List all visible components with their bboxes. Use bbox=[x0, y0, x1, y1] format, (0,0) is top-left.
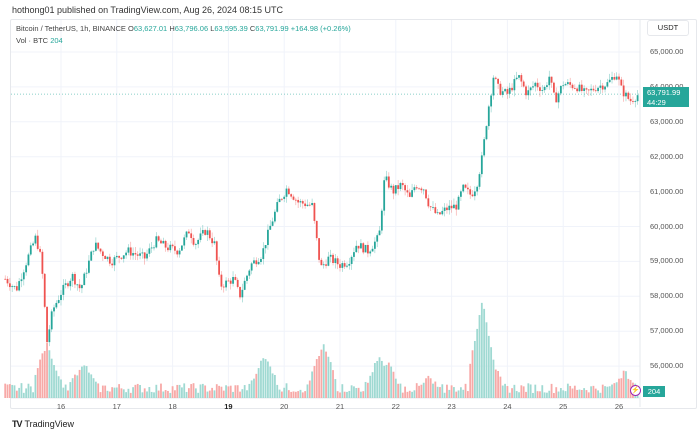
low-value: 63,595.39 bbox=[214, 24, 248, 33]
date-tick: 22 bbox=[391, 402, 400, 411]
price-tick: 58,000.00 bbox=[650, 291, 684, 301]
date-tick: 19 bbox=[224, 402, 233, 411]
legend-ohlc-row: Bitcoin / TetherUS, 1h, BINANCE O63,627.… bbox=[16, 23, 351, 35]
legend-volume-row: Vol · BTC 204 bbox=[16, 35, 351, 47]
price-tick: 65,000.00 bbox=[650, 47, 684, 56]
date-tick: 24 bbox=[503, 402, 512, 411]
price-tick: 60,000.00 bbox=[650, 221, 684, 231]
close-label: C bbox=[249, 24, 256, 33]
date-tick: 16 bbox=[56, 402, 66, 411]
open-value: 63,627.01 bbox=[133, 24, 168, 33]
volume-value: 204 bbox=[50, 36, 63, 45]
date-tick: 21 bbox=[335, 402, 345, 411]
date-tick: 20 bbox=[280, 402, 289, 411]
tradingview-brand[interactable]: TV TradingView bbox=[12, 419, 74, 429]
price-tick: 61,000.00 bbox=[650, 186, 684, 196]
volume-tag: 204 bbox=[643, 386, 665, 397]
price-tick: 56,000.00 bbox=[650, 361, 684, 371]
change-value: +164.98 (+0.26%) bbox=[290, 24, 351, 33]
lightning-icon[interactable]: ⚡ bbox=[630, 385, 641, 396]
currency-button[interactable]: USDT bbox=[647, 20, 689, 36]
tradingview-logo-icon: TV bbox=[12, 419, 22, 429]
date-tick: 18 bbox=[168, 402, 177, 411]
bar-countdown: 44:29 bbox=[647, 97, 666, 107]
price-tick: 57,000.00 bbox=[650, 326, 684, 336]
price-tick: 64,000.00 bbox=[650, 82, 683, 91]
date-tick: 23 bbox=[447, 402, 456, 411]
open-label: O bbox=[128, 24, 134, 33]
last-price-value: 63,791.99 bbox=[647, 88, 681, 97]
price-tick: 63,000.00 bbox=[650, 116, 684, 126]
symbol-label[interactable]: Bitcoin / TetherUS, 1h, BINANCE bbox=[16, 24, 126, 33]
chart-frame bbox=[10, 19, 697, 409]
publisher-line: hothong01 published on TradingView.com, … bbox=[12, 5, 284, 15]
high-label: H bbox=[169, 24, 175, 33]
last-price-tag: 63,791.99 44:29 bbox=[643, 87, 689, 107]
brand-name: TradingView bbox=[24, 419, 75, 429]
chart-legend: Bitcoin / TetherUS, 1h, BINANCE O63,627.… bbox=[16, 23, 351, 47]
date-tick: 25 bbox=[559, 402, 568, 411]
volume-label[interactable]: Vol · BTC bbox=[16, 36, 49, 45]
low-label: L bbox=[210, 24, 215, 33]
price-tick: 59,000.00 bbox=[650, 256, 684, 266]
high-value: 63,796.06 bbox=[174, 24, 209, 33]
date-tick: 17 bbox=[112, 402, 121, 411]
date-tick: 26 bbox=[614, 402, 624, 411]
close-value: 63,791.99 bbox=[255, 24, 289, 33]
price-tick: 62,000.00 bbox=[650, 151, 684, 161]
